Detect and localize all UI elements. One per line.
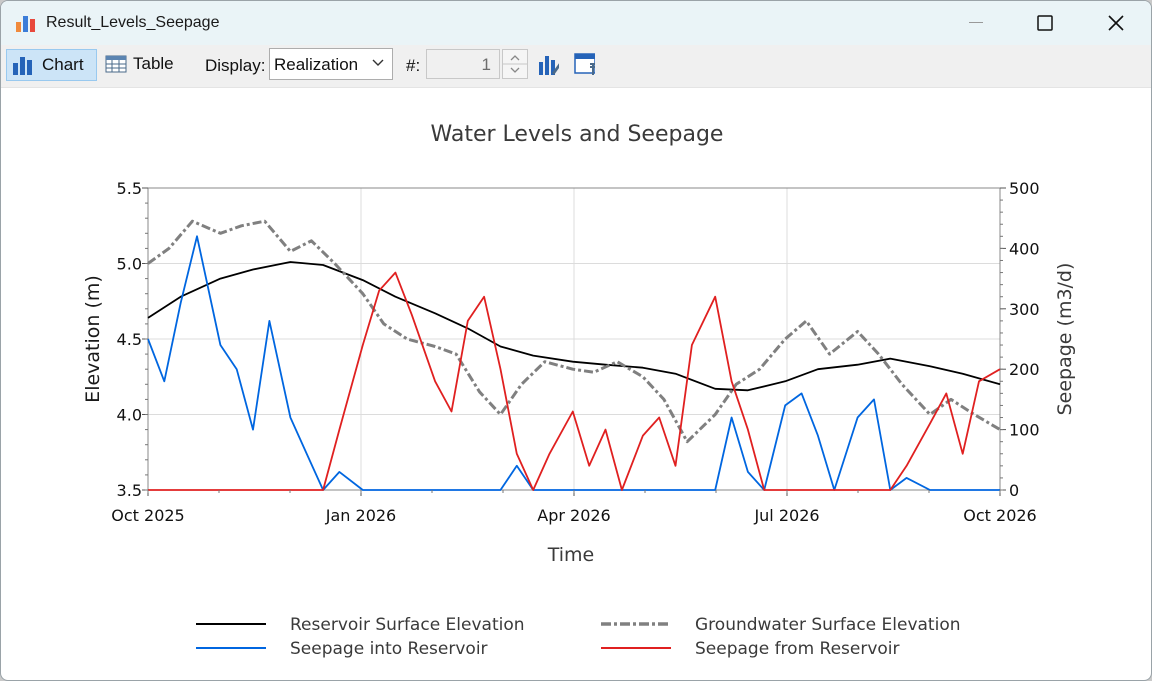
y-left-tick-label: 5.5 (117, 179, 142, 198)
series-line-seepage-from-reservoir (148, 271, 1001, 491)
chevron-down-icon (372, 59, 384, 66)
chart: Water Levels and Seepage 3.5 4.0 4.5 5.0 5.5… (82, 122, 1076, 659)
toolbar: Chart Table Display: Realization #: 1 (1, 45, 1151, 88)
table-icon (105, 55, 127, 73)
y-right-tick-label: 100 (1009, 421, 1040, 440)
series-layer (147, 219, 1001, 491)
x-tick-label: Oct 2025 (111, 506, 184, 525)
display-select-value: Realization (274, 55, 359, 74)
maximize-icon (1037, 15, 1053, 31)
x-tick-label: Jan 2026 (325, 506, 396, 525)
minimize-button[interactable] (953, 1, 999, 45)
y-left-tick-label: 5.0 (117, 255, 142, 274)
realization-number-input[interactable]: 1 (426, 49, 500, 79)
close-button[interactable] (1093, 1, 1139, 45)
close-icon (1108, 15, 1124, 31)
y-left-tick-label: 4.0 (117, 406, 142, 425)
window-title: Result_Levels_Seepage (46, 14, 220, 31)
window-settings-icon (574, 53, 595, 75)
display-label: Display: (205, 56, 266, 75)
y-left-tick-label: 3.5 (117, 481, 142, 500)
bar-chart-icon (13, 57, 32, 75)
minimize-icon (969, 22, 983, 23)
spinner-arrows-icon (503, 55, 527, 73)
legend-label: Groundwater Surface Elevation (695, 615, 961, 635)
chart-edit-icon (539, 56, 559, 75)
maximize-button[interactable] (1022, 1, 1068, 45)
y-right-tick-label: 500 (1009, 179, 1040, 198)
y-right-tick-label: 200 (1009, 360, 1040, 379)
title-bar[interactable]: Result_Levels_Seepage (1, 1, 1151, 45)
x-tick-label: Apr 2026 (537, 506, 610, 525)
chart-panel: Water Levels and Seepage 3.5 4.0 4.5 5.0 5.5… (1, 88, 1151, 680)
series-line-reservoir-surface-elevation (147, 261, 1001, 392)
x-axis-title: Time (547, 544, 595, 566)
display-select[interactable]: Realization (269, 48, 393, 80)
table-view-button[interactable]: Table (105, 49, 180, 79)
x-tick-label: Oct 2026 (963, 506, 1036, 525)
x-tick-label: Jul 2026 (753, 506, 819, 525)
series-line-groundwater-surface-elevation (147, 219, 1001, 444)
series-line-seepage-into-reservoir (147, 235, 1000, 491)
chart-grid (147, 187, 1001, 491)
chart-title: Water Levels and Seepage (431, 122, 724, 147)
chart-app-icon (16, 16, 35, 32)
chart-view-button[interactable]: Chart (6, 49, 97, 81)
legend-label: Seepage from Reservoir (695, 639, 900, 659)
table-view-label: Table (133, 54, 174, 73)
realization-spinner[interactable] (502, 49, 528, 79)
window-settings-button[interactable] (573, 49, 601, 79)
axis-layer: 3.5 4.0 4.5 5.0 5.5 0 100 200 300 400 500 Oct 2025 J… (111, 179, 1039, 525)
y-right-tick-label: 400 (1009, 239, 1040, 258)
legend: Reservoir Surface Elevation Groundwater S… (196, 615, 961, 659)
y-axis-left-title: Elevation (m) (82, 275, 104, 403)
y-right-tick-label: 300 (1009, 300, 1040, 319)
y-right-tick-label: 0 (1009, 481, 1019, 500)
legend-label: Seepage into Reservoir (290, 639, 488, 659)
y-left-tick-label: 4.5 (117, 330, 142, 349)
chart-properties-button[interactable] (537, 49, 565, 79)
chart-view-label: Chart (42, 55, 84, 74)
legend-label: Reservoir Surface Elevation (290, 615, 525, 635)
number-label: #: (406, 56, 421, 75)
y-axis-right-title: Seepage (m3/d) (1054, 263, 1076, 416)
